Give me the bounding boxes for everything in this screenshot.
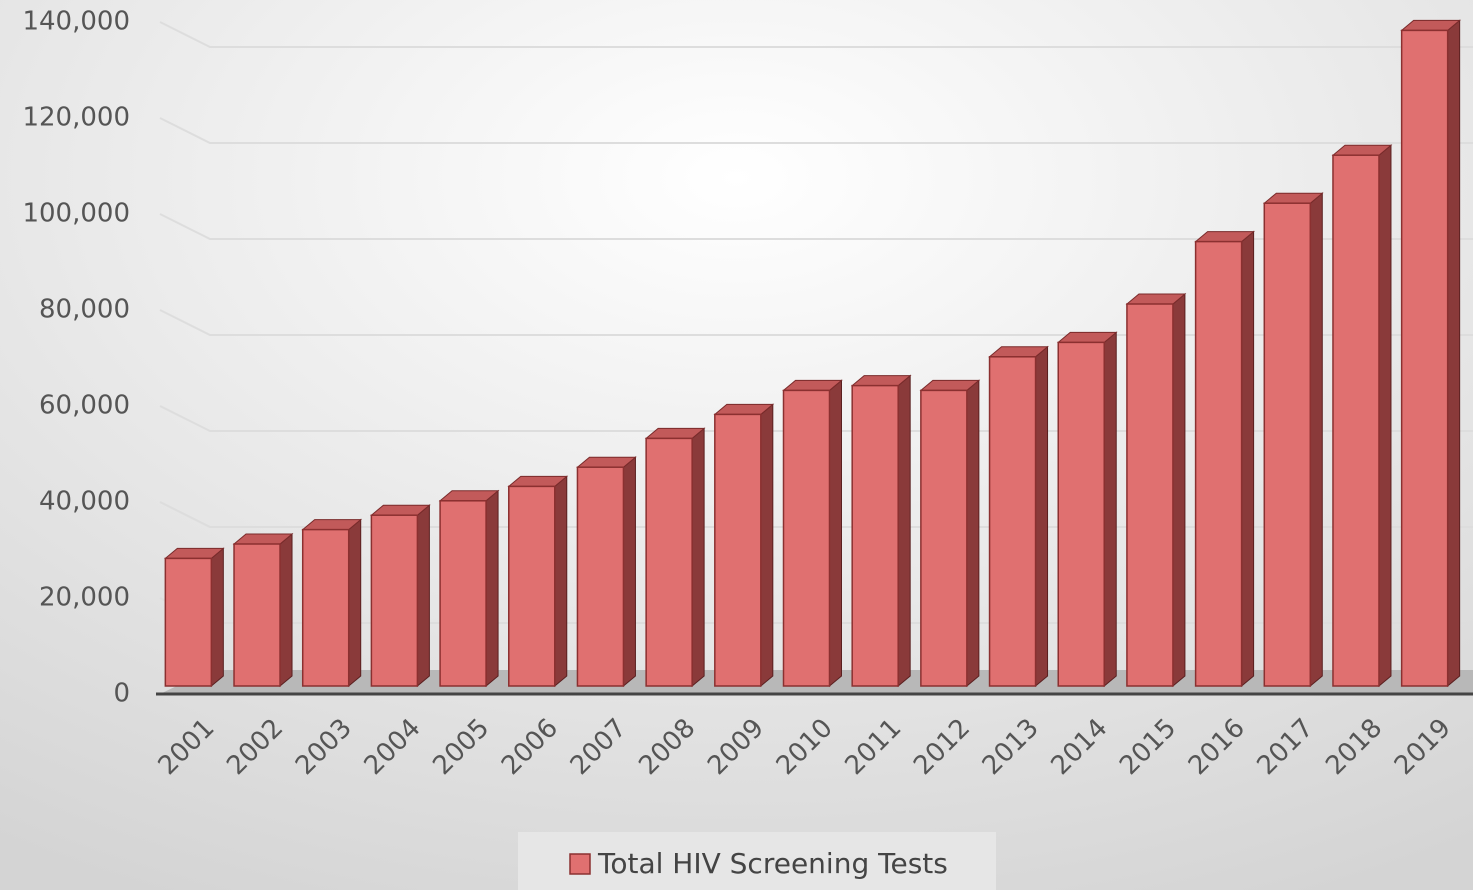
bar-side xyxy=(485,489,499,688)
bar-side xyxy=(622,456,636,688)
y-tick-label: 0 xyxy=(113,679,130,709)
bar xyxy=(233,543,281,687)
bar xyxy=(782,389,831,687)
bar-side xyxy=(1447,19,1461,688)
bar-side xyxy=(1378,144,1392,688)
bar-side xyxy=(1172,292,1186,688)
bar-side xyxy=(1241,230,1255,688)
grid-line xyxy=(159,501,1473,528)
bar xyxy=(1263,202,1312,687)
bar xyxy=(301,528,350,687)
bar-side xyxy=(279,532,293,688)
bar xyxy=(1126,303,1174,687)
y-tick-label: 120,000 xyxy=(22,103,130,133)
bar xyxy=(508,485,556,687)
grid-line xyxy=(159,405,1473,432)
bar-side xyxy=(348,518,362,688)
bar xyxy=(370,514,419,687)
legend-swatch xyxy=(569,853,591,875)
bar xyxy=(439,500,487,687)
y-tick-label: 100,000 xyxy=(22,199,130,229)
bar-side xyxy=(829,379,842,688)
bar-side xyxy=(1103,331,1117,688)
bar-side xyxy=(760,403,774,688)
bar-side xyxy=(1035,345,1049,688)
bar xyxy=(1332,154,1380,687)
bar-side xyxy=(897,374,911,688)
bar xyxy=(1194,240,1243,687)
y-tick-label: 60,000 xyxy=(39,391,130,421)
bar-side xyxy=(416,504,430,688)
y-tick-label: 80,000 xyxy=(39,295,130,325)
bar xyxy=(920,389,968,687)
bar-side xyxy=(554,475,568,688)
legend-label: Total HIV Screening Tests xyxy=(597,847,948,880)
bar xyxy=(851,384,899,687)
bar xyxy=(1400,29,1449,687)
grid-line xyxy=(159,117,1473,144)
y-tick-label: 40,000 xyxy=(39,487,130,517)
bar xyxy=(1057,341,1105,687)
legend-box xyxy=(518,832,996,890)
bar-side xyxy=(966,379,980,688)
bar xyxy=(164,557,213,687)
grid-line xyxy=(159,213,1473,240)
y-tick-label: 140,000 xyxy=(22,7,130,37)
grid-line xyxy=(159,21,1473,48)
grid-line xyxy=(159,309,1473,336)
bar xyxy=(988,356,1037,687)
bar-side xyxy=(691,427,705,688)
bar xyxy=(576,466,625,687)
y-tick-label: 20,000 xyxy=(39,583,130,613)
bar xyxy=(714,413,762,687)
bar xyxy=(645,437,693,687)
bar-side xyxy=(1309,192,1323,688)
bar-side xyxy=(210,547,224,688)
